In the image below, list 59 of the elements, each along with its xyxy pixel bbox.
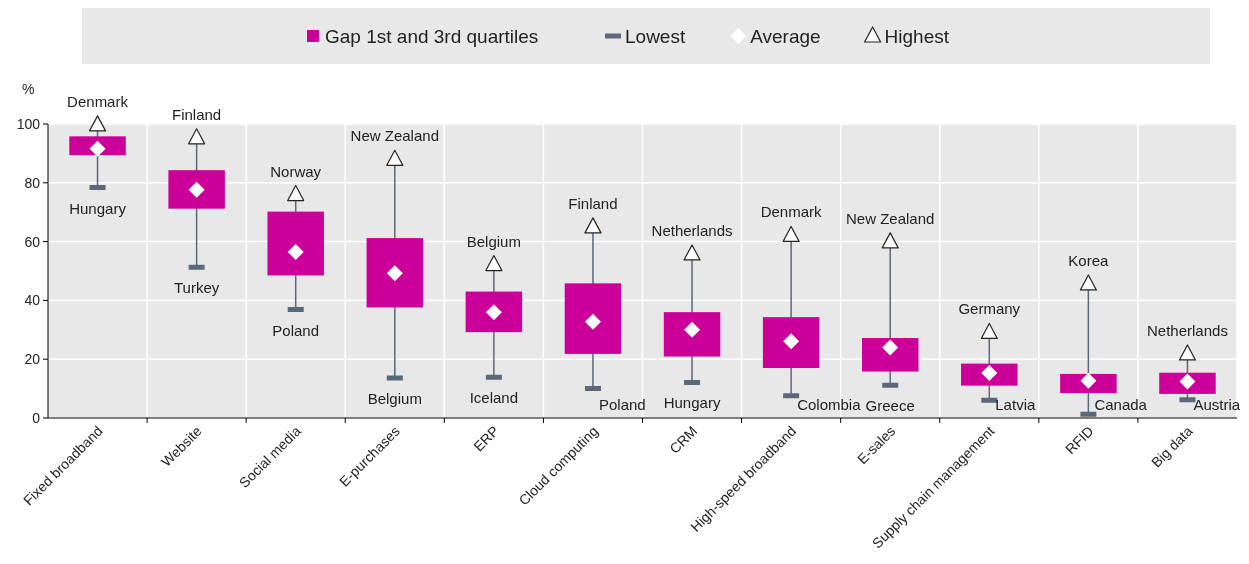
point: [1178, 344, 1197, 361]
bar: [961, 363, 1018, 386]
annotation: Poland: [272, 321, 320, 339]
point: [584, 217, 602, 234]
annotation: New Zealand: [350, 127, 439, 145]
annotation: New Zealand: [846, 209, 935, 227]
annotation: Korea: [1068, 251, 1110, 269]
annotation: Netherlands: [1147, 321, 1228, 339]
annotation: Norway: [270, 162, 322, 180]
point: [188, 128, 206, 145]
legend-label: Lowest: [625, 25, 686, 47]
annotation: Iceland: [469, 389, 519, 407]
bar: [366, 238, 424, 308]
bar: [564, 283, 622, 354]
bar: [465, 291, 523, 333]
x-tick-label: Big data: [1147, 422, 1196, 471]
annotation: Canada: [1094, 396, 1148, 413]
legend-label: Highest: [884, 25, 950, 47]
annotation: Finland: [172, 105, 222, 123]
point: [386, 149, 404, 166]
annotation: Greece: [865, 397, 915, 415]
annotation: Austria: [1193, 396, 1241, 413]
annotation: Finland: [568, 194, 618, 212]
annotation: Latvia: [995, 396, 1036, 413]
y-tick-label: 100: [16, 115, 41, 132]
point: [683, 244, 701, 261]
annotation: Colombia: [797, 396, 862, 413]
point: [782, 225, 800, 243]
annotation: Germany: [958, 300, 1021, 318]
point: [287, 184, 305, 202]
y-tick-label: 60: [24, 233, 41, 250]
annotation: Netherlands: [651, 221, 733, 239]
point: [88, 115, 107, 132]
y-tick-label: 20: [24, 351, 41, 368]
y-tick-label: 80: [24, 174, 41, 191]
point: [980, 322, 998, 340]
bar: [861, 338, 919, 372]
point: [386, 265, 403, 282]
annotation: Hungary: [69, 199, 127, 217]
bar: [762, 317, 820, 369]
bar: [267, 211, 324, 276]
legend-label: Gap 1st and 3rd quartiles: [325, 25, 539, 47]
point: [584, 313, 601, 330]
annotation: Turkey: [173, 279, 220, 297]
annotation: Poland: [598, 396, 646, 413]
annotation: Denmark: [67, 92, 129, 110]
y-tick-label: 40: [24, 292, 41, 309]
y-axis-title: %: [22, 81, 35, 97]
y-tick-label: 0: [32, 409, 41, 426]
point: [881, 232, 899, 249]
point: [485, 254, 503, 272]
point: [1079, 274, 1097, 291]
annotation: Hungary: [663, 394, 721, 412]
annotation: Denmark: [760, 203, 823, 221]
annotation: Belgium: [367, 390, 422, 408]
annotation: Belgium: [466, 232, 521, 250]
legend-label: Average: [750, 25, 821, 47]
bar: [168, 170, 225, 209]
bar: [663, 312, 721, 357]
